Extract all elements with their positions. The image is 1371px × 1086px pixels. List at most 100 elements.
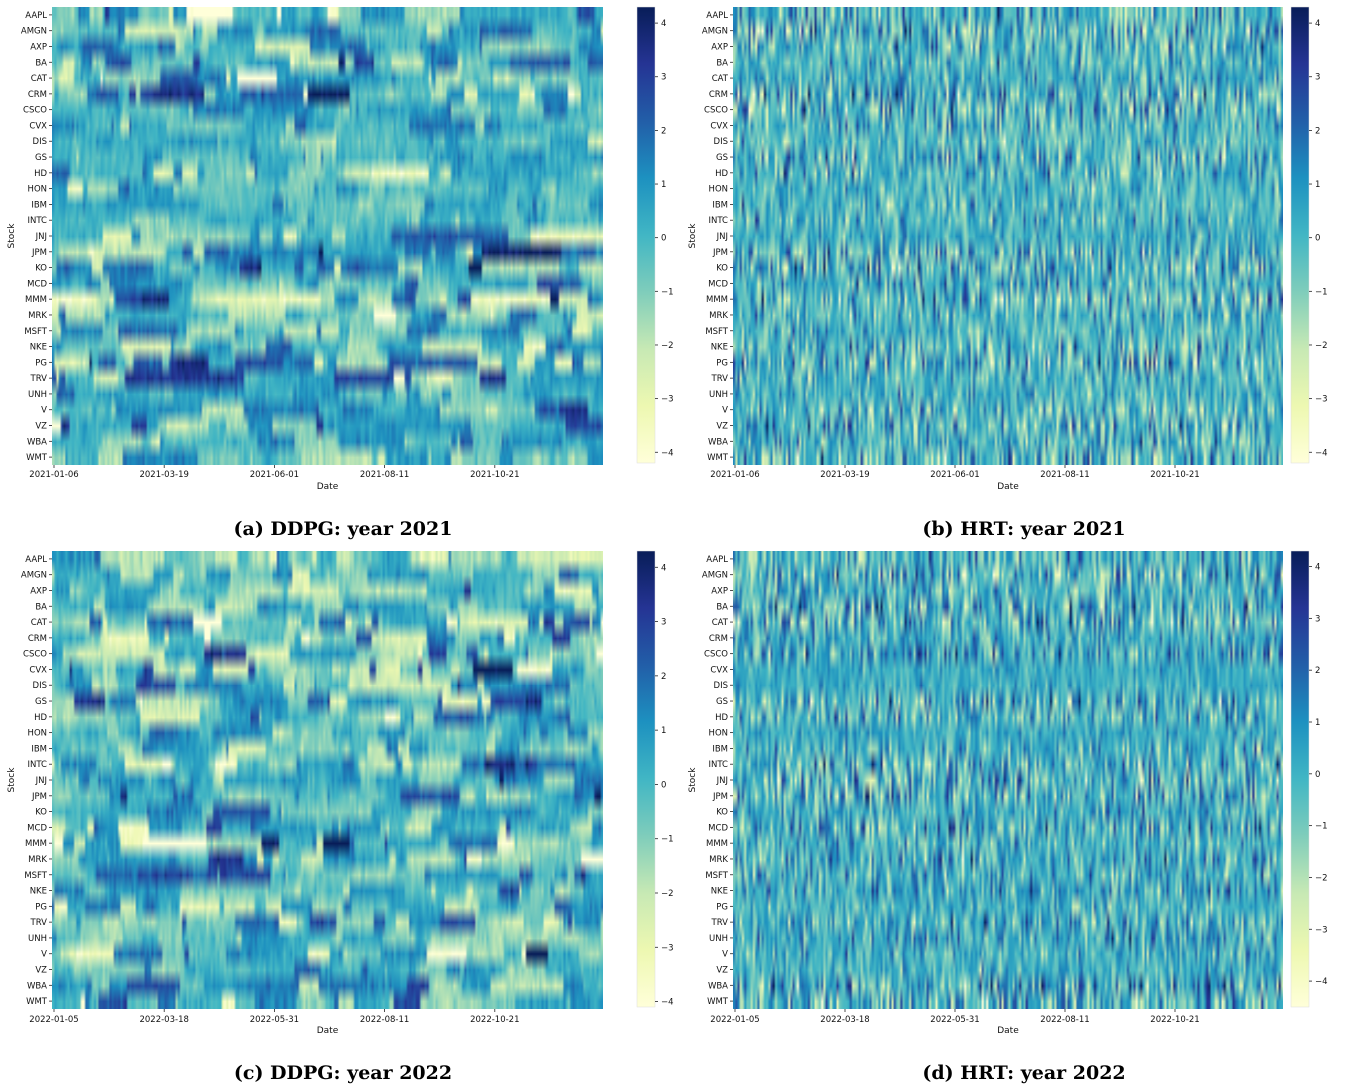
y-tick-label-pg: PG (716, 358, 728, 368)
y-tick-label-vz: VZ (716, 422, 728, 432)
y-tick-label-csco: CSCO (23, 106, 47, 116)
y-tick-label-unh: UNH (28, 934, 47, 944)
y-tick-label-v: V (41, 950, 47, 960)
y-tick-label-hd: HD (715, 713, 728, 723)
y-tick-label-cat: CAT (712, 618, 729, 628)
x-tick-label: 2021-06-01 (930, 470, 979, 480)
colorbar (1290, 550, 1310, 1008)
colorbar-tick-label: −3 (661, 395, 674, 405)
colorbar-tick-label: 1 (1315, 180, 1320, 190)
y-tick-label-intc: INTC (709, 216, 729, 226)
y-tick-label-vz: VZ (35, 422, 47, 432)
y-tick-label-ibm: IBM (31, 200, 47, 210)
y-tick-label-csco: CSCO (23, 650, 47, 660)
y-tick-label-wba: WBA (708, 981, 728, 991)
y-tick-label-v: V (722, 406, 728, 416)
y-tick-label-ko: KO (35, 264, 47, 274)
x-tick-label: 2021-10-21 (470, 470, 519, 480)
colorbar-tick-label: −1 (661, 835, 674, 845)
y-tick-label-axp: AXP (711, 586, 728, 596)
y-tick-label-hon: HON (28, 185, 47, 195)
y-tick-label-axp: AXP (711, 42, 728, 52)
colorbar (1290, 6, 1310, 464)
y-tick-label-aapl: AAPL (706, 11, 728, 21)
y-tick-label-wmt: WMT (707, 453, 729, 463)
x-tick-label: 2021-01-06 (710, 470, 759, 480)
y-tick-label-dis: DIS (33, 681, 47, 691)
y-tick-label-mmm: MMM (25, 839, 47, 849)
y-tick-label-hd: HD (34, 169, 47, 179)
colorbar-tick-label: −2 (1315, 873, 1328, 883)
y-tick-label-ba: BA (35, 602, 47, 612)
y-tick-label-wmt: WMT (26, 453, 48, 463)
y-tick-label-wmt: WMT (26, 997, 48, 1007)
colorbar-tick-label: 3 (661, 618, 666, 628)
x-tick-label: 2021-10-21 (1150, 470, 1199, 480)
y-tick-label-hon: HON (709, 185, 728, 195)
y-tick-label-jnj: JNJ (35, 232, 47, 242)
y-tick-label-cat: CAT (712, 74, 729, 84)
y-tick-label-csco: CSCO (704, 650, 728, 660)
y-tick-label-msft: MSFT (24, 871, 47, 881)
y-tick-label-nke: NKE (30, 343, 47, 353)
y-tick-label-jnj: JNJ (716, 776, 728, 786)
y-tick-label-axp: AXP (30, 42, 47, 52)
y-tick-label-ko: KO (716, 264, 728, 274)
y-tick-label-ba: BA (35, 58, 47, 68)
colorbar-tick-label: 3 (1315, 614, 1320, 624)
y-tick-label-mcd: MCD (708, 279, 728, 289)
x-tick-label: 2022-01-05 (29, 1015, 78, 1025)
y-tick-label-mmm: MMM (706, 295, 728, 305)
y-tick-label-crm: CRM (28, 634, 47, 644)
y-tick-label-vz: VZ (35, 966, 47, 976)
colorbar-tick-label: 1 (661, 180, 666, 190)
heatmap-panel-b: AAPL AMGN AXP BA CAT CRM CSCO CVX DIS GS HD HON IBM I… (688, 6, 1328, 540)
y-tick-label-ba: BA (716, 58, 728, 68)
panel-caption-d: (d) HRT: year 2022 (922, 1062, 1125, 1084)
y-tick-label-amgn: AMGN (702, 27, 728, 37)
y-tick-label-ibm: IBM (31, 744, 47, 754)
y-axis-label: Stock (688, 223, 698, 249)
y-tick-label-hon: HON (709, 729, 728, 739)
y-axis-label: Stock (7, 767, 17, 793)
y-tick-label-trv: TRV (30, 374, 48, 384)
colorbar-tick-label: 4 (661, 19, 666, 29)
y-tick-label-dis: DIS (33, 137, 47, 147)
y-tick-label-mcd: MCD (708, 823, 728, 833)
colorbar-tick-label: 1 (1315, 718, 1320, 728)
y-tick-label-cvx: CVX (710, 121, 728, 131)
y-tick-label-jpm: JPM (31, 248, 47, 258)
x-axis-label: Date (997, 1026, 1019, 1036)
colorbar-tick-label: 2 (661, 126, 666, 136)
colorbar-tick-label: 4 (661, 563, 666, 573)
y-tick-label-nke: NKE (30, 887, 47, 897)
y-tick-label-pg: PG (35, 358, 47, 368)
y-tick-label-unh: UNH (709, 934, 728, 944)
colorbar-tick-label: −3 (1315, 395, 1328, 405)
colorbar-tick-label: −1 (1315, 287, 1328, 297)
x-tick-label: 2021-08-11 (1040, 470, 1089, 480)
y-tick-label-pg: PG (35, 902, 47, 912)
colorbar-tick-label: −4 (661, 998, 674, 1008)
colorbar (636, 6, 656, 464)
y-tick-label-csco: CSCO (704, 106, 728, 116)
y-tick-label-msft: MSFT (705, 871, 728, 881)
heatmap-cells (52, 551, 603, 1009)
x-tick-label: 2022-05-31 (930, 1015, 979, 1025)
y-tick-label-ba: BA (716, 602, 728, 612)
x-tick-label: 2021-08-11 (360, 470, 409, 480)
y-tick-label-cvx: CVX (710, 665, 728, 675)
y-tick-label-pg: PG (716, 902, 728, 912)
y-tick-label-gs: GS (35, 697, 47, 707)
y-tick-label-unh: UNH (28, 390, 47, 400)
y-tick-label-intc: INTC (28, 760, 48, 770)
y-tick-label-mmm: MMM (706, 839, 728, 849)
colorbar-tick-label: −2 (661, 889, 674, 899)
x-tick-label: 2022-03-18 (820, 1015, 869, 1025)
colorbar-tick-label: 1 (661, 726, 666, 736)
y-tick-label-cvx: CVX (29, 121, 47, 131)
y-tick-label-mmm: MMM (25, 295, 47, 305)
y-tick-label-v: V (722, 950, 728, 960)
y-tick-label-intc: INTC (28, 216, 48, 226)
